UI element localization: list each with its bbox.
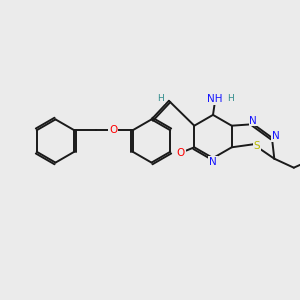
Text: S: S <box>254 141 260 151</box>
Text: H: H <box>157 94 164 103</box>
Text: N: N <box>209 157 217 167</box>
Text: NH: NH <box>207 94 222 104</box>
Text: N: N <box>249 116 257 126</box>
Text: O: O <box>177 148 185 158</box>
Text: H: H <box>227 94 233 103</box>
Text: O: O <box>109 125 117 135</box>
Text: N: N <box>272 131 279 141</box>
